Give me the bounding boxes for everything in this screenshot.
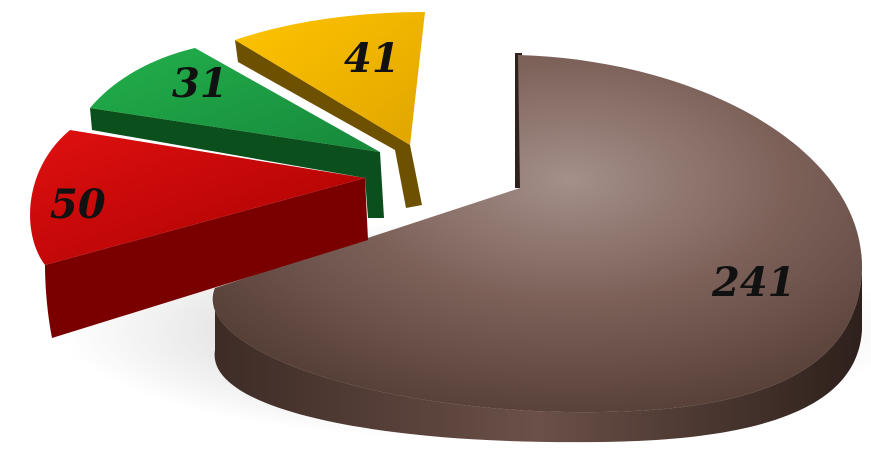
slice-label-31: 31 [172,60,228,107]
slice-31-side [90,108,384,218]
slice-31-top [90,48,380,152]
slice-label-41: 41 [344,35,400,82]
slice-41-top [235,12,425,145]
slice-label-50: 50 [50,181,106,228]
slice-41 [235,12,425,208]
slice-31 [90,48,384,218]
slice-50 [30,130,368,338]
slice-41-side [235,40,422,208]
slice-241 [212,53,863,443]
slice-label-241: 241 [711,259,796,306]
slice-50-side [45,178,368,338]
slice-241-top [212,55,863,413]
slice-50-top [30,130,366,265]
slice-241-side [212,270,862,443]
